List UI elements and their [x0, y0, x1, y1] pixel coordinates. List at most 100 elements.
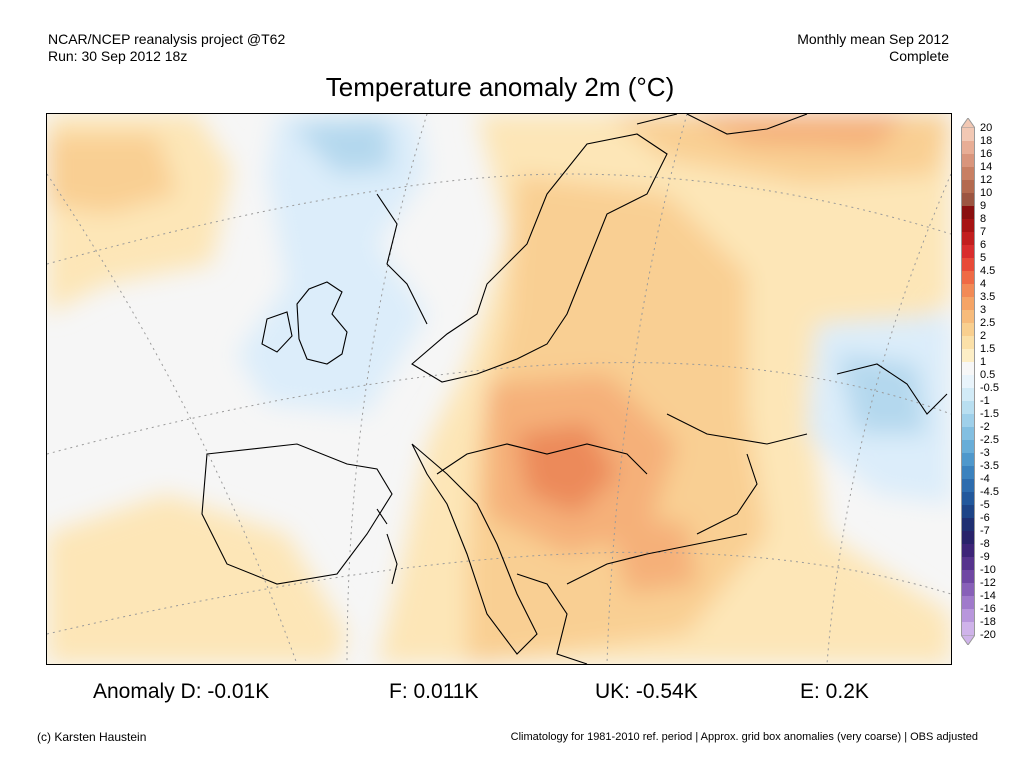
- coastlines: [201, 114, 948, 664]
- legend-swatch: [961, 414, 975, 427]
- anomaly-field: [47, 114, 951, 664]
- legend-label: 9: [980, 200, 987, 212]
- legend-swatch: [961, 297, 975, 310]
- legend-tick: -18: [961, 616, 1021, 635]
- legend-tick: -12: [961, 577, 1021, 596]
- legend-tick: 8: [961, 213, 1021, 232]
- legend-tick: 7: [961, 226, 1021, 245]
- legend-label: -8: [980, 538, 990, 550]
- legend-swatch: [961, 232, 975, 245]
- legend-tick: 18: [961, 135, 1021, 154]
- legend-swatch: [961, 453, 975, 466]
- legend-swatch: [961, 596, 975, 609]
- status-label: Complete: [889, 48, 949, 64]
- legend-label: 5: [980, 252, 987, 264]
- legend-label: 3.5: [980, 291, 996, 303]
- legend-swatch: [961, 570, 975, 583]
- legend-swatch: [961, 505, 975, 518]
- legend-swatch: [961, 154, 975, 167]
- legend-label: -14: [980, 590, 996, 602]
- project-label: NCAR/NCEP reanalysis project @T62: [48, 31, 286, 47]
- anomaly-map: [46, 113, 952, 665]
- legend-swatch: [961, 427, 975, 440]
- legend-tick: -1: [961, 395, 1021, 414]
- legend-tick: -4: [961, 473, 1021, 492]
- legend-tick: -3.5: [961, 460, 1021, 479]
- legend-swatch: [961, 375, 975, 388]
- legend-label: -5: [980, 499, 990, 511]
- legend-tick: 3: [961, 304, 1021, 323]
- legend-swatch: [961, 609, 975, 622]
- legend-label: 6: [980, 239, 987, 251]
- legend-swatch: [961, 401, 975, 414]
- legend-tick: -10: [961, 564, 1021, 583]
- legend-label: 16: [980, 148, 993, 160]
- legend-label: 7: [980, 226, 987, 238]
- legend-tick: -4.5: [961, 486, 1021, 505]
- spain-anomaly: E: 0.2K: [800, 680, 869, 703]
- legend-label: -12: [980, 577, 996, 589]
- legend-swatch: [961, 258, 975, 271]
- legend-tick: 16: [961, 148, 1021, 167]
- country-anomaly-stats: Anomaly D: -0.01K F: 0.011K UK: -0.54K E…: [0, 680, 1024, 706]
- legend-swatch: [961, 323, 975, 336]
- legend-label: -0.5: [980, 382, 999, 394]
- legend-bottom-arrow: [961, 635, 975, 645]
- legend-tick: -2: [961, 421, 1021, 440]
- legend-swatch: [961, 583, 975, 596]
- legend-swatch: [961, 310, 975, 323]
- legend-tick: -1.5: [961, 408, 1021, 427]
- legend-swatch: [961, 388, 975, 401]
- legend-label: -6: [980, 512, 990, 524]
- legend-tick: 4.5: [961, 265, 1021, 284]
- legend-swatch: [961, 206, 975, 219]
- legend-swatch: [961, 180, 975, 193]
- legend-swatch: [961, 622, 975, 635]
- legend-swatch: [961, 518, 975, 531]
- legend-tick: -7: [961, 525, 1021, 544]
- legend-swatch: [961, 492, 975, 505]
- legend-swatch: [961, 128, 975, 141]
- legend-label: -3.5: [980, 460, 999, 472]
- legend-label: 4.5: [980, 265, 996, 277]
- legend-tick: -16: [961, 603, 1021, 622]
- legend-swatch: [961, 440, 975, 453]
- legend-tick: 2.5: [961, 317, 1021, 336]
- period-label: Monthly mean Sep 2012: [797, 31, 949, 47]
- run-date-label: Run: 30 Sep 2012 18z: [48, 48, 188, 64]
- legend-label: -16: [980, 603, 996, 615]
- legend-swatch: [961, 245, 975, 258]
- legend-swatch: [961, 349, 975, 362]
- legend-swatch: [961, 479, 975, 492]
- legend-tick: -9: [961, 551, 1021, 570]
- legend-top-arrow: [961, 118, 975, 128]
- legend-tick: 1.5: [961, 343, 1021, 362]
- legend-label: 10: [980, 187, 993, 199]
- legend-tick: 12: [961, 174, 1021, 193]
- legend-swatch: [961, 362, 975, 375]
- germany-anomaly: Anomaly D: -0.01K: [93, 680, 270, 703]
- legend-swatch: [961, 557, 975, 570]
- legend-tick: 4: [961, 278, 1021, 297]
- legend-label: 8: [980, 213, 987, 225]
- legend-tick: 1: [961, 356, 1021, 375]
- legend-swatch: [961, 219, 975, 232]
- legend-label: -1: [980, 395, 990, 407]
- legend-swatch: [961, 284, 975, 297]
- copyright-credit: (c) Karsten Haustein: [37, 730, 147, 744]
- legend-tick: -3: [961, 447, 1021, 466]
- period-info: Monthly mean Sep 2012 Complete: [797, 31, 949, 65]
- legend-label: -2: [980, 421, 990, 433]
- legend-label: -4: [980, 473, 990, 485]
- legend-tick: -6: [961, 512, 1021, 531]
- legend-label: -7: [980, 525, 990, 537]
- legend-label: -20: [980, 629, 996, 641]
- graticule: [47, 114, 951, 664]
- methodology-footnote: Climatology for 1981-2010 ref. period | …: [510, 731, 978, 743]
- legend-label: 4: [980, 278, 987, 290]
- legend-tick: -8: [961, 538, 1021, 557]
- legend-tick: 5: [961, 252, 1021, 271]
- legend-swatch: [961, 544, 975, 557]
- legend-tick: 2: [961, 330, 1021, 349]
- legend-tick: -2.5: [961, 434, 1021, 453]
